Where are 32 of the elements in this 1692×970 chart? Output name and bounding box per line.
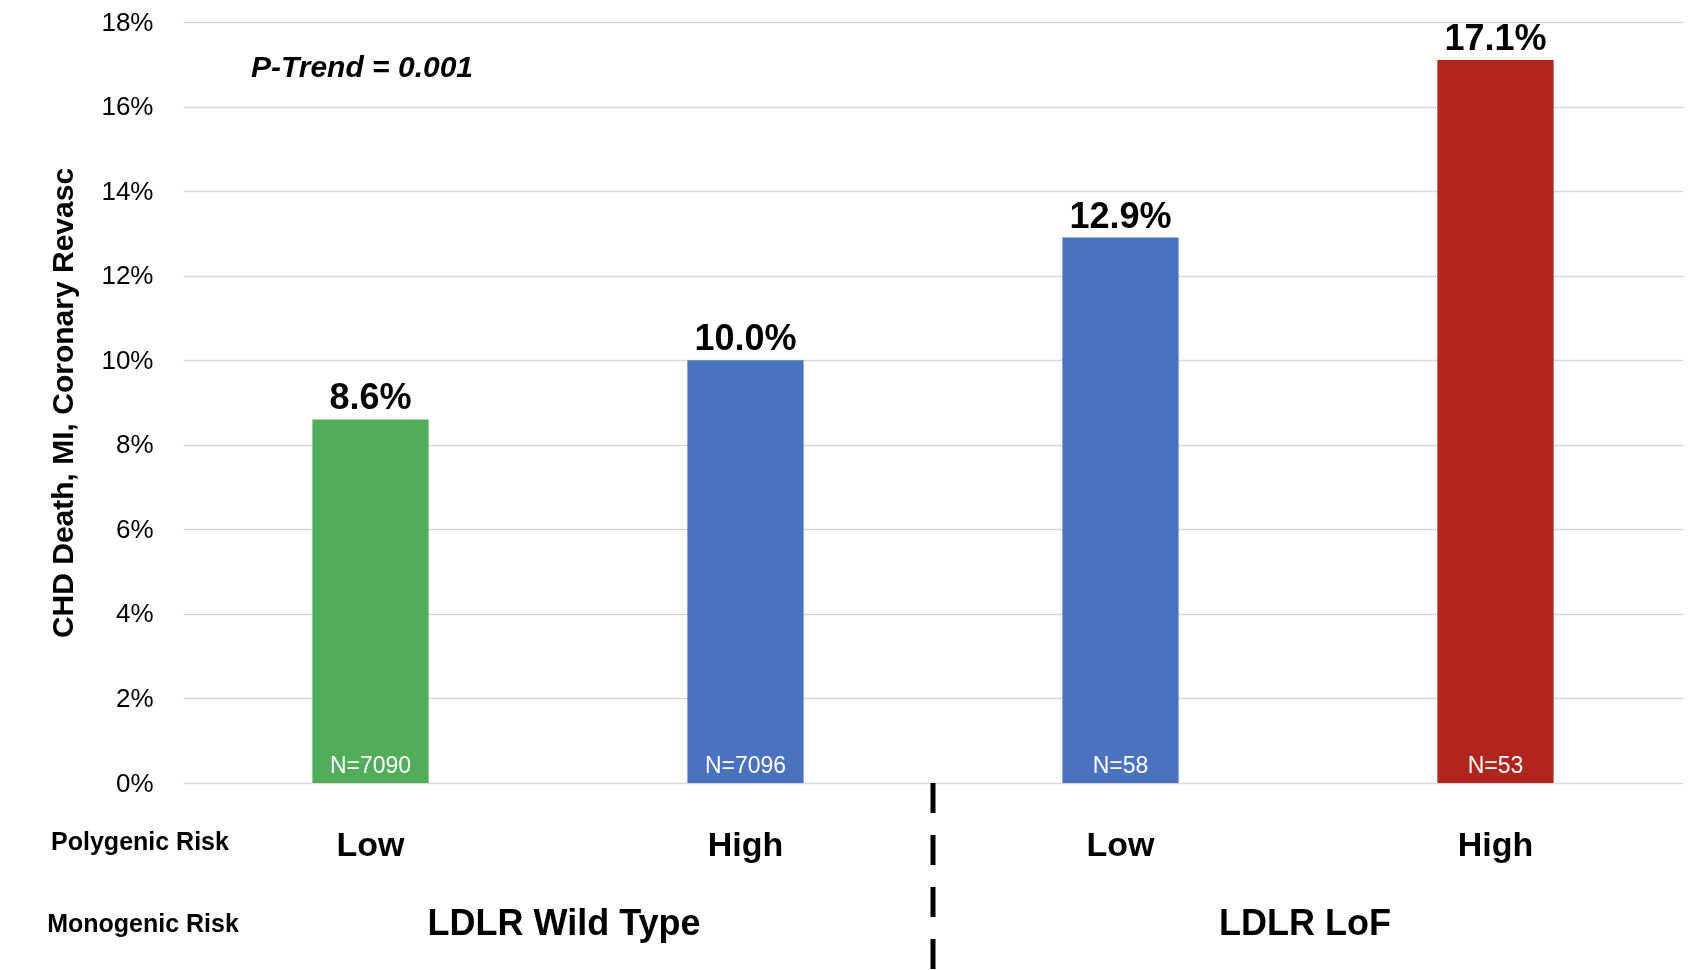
annotation: N=58 (1092, 752, 1149, 778)
data-label: 17.1% (1444, 17, 1547, 59)
data-label: 10.0% (694, 317, 797, 359)
x-tick-label: Low (336, 824, 406, 863)
text: LDLR LoF (1219, 902, 1391, 943)
annotation: P-Trend = 0.001 (250, 50, 474, 83)
text: Polygenic Risk (51, 827, 230, 855)
y-tick-label: 2% (115, 682, 154, 713)
bar (1062, 237, 1179, 783)
x-tick-label: High (707, 824, 784, 863)
bar (687, 360, 804, 783)
y-tick-label: 6% (115, 513, 154, 544)
y-tick-label: 4% (115, 598, 154, 629)
y-axis-title: CHD Death, MI, Coronary Revasc (46, 167, 80, 639)
y-tick-label: 16% (101, 91, 154, 122)
bar (312, 419, 429, 783)
annotation: N=53 (1467, 752, 1524, 778)
data-label: 12.9% (1069, 194, 1172, 236)
annotation: N=7096 (704, 752, 787, 778)
y-tick-label: 8% (115, 429, 154, 460)
bar (1437, 60, 1554, 783)
text: Monogenic Risk (47, 909, 239, 937)
x-tick-label: High (1457, 824, 1534, 863)
y-tick-label: 18% (101, 6, 154, 37)
y-tick-label: 10% (101, 344, 154, 375)
text: LDLR Wild Type (427, 902, 701, 943)
y-tick-label: 0% (115, 767, 154, 798)
x-tick-label: Low (1086, 824, 1156, 863)
y-tick-label: 12% (101, 260, 154, 291)
y-tick-label: 14% (101, 175, 154, 206)
annotation: N=7090 (329, 752, 412, 778)
data-label: 8.6% (329, 376, 412, 418)
